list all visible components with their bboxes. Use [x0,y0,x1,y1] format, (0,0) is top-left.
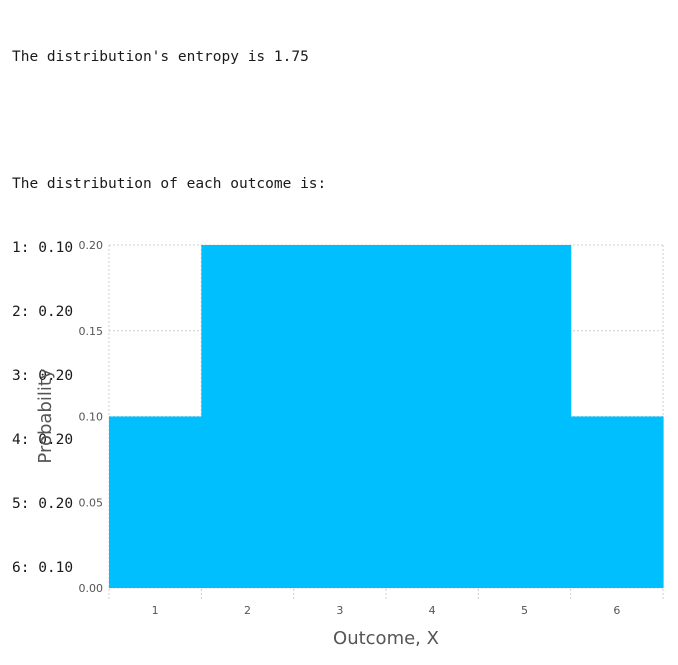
bar-outcome-2 [201,245,295,588]
y-tick-labels: 0.00 0.05 0.10 0.15 0.20 [79,239,104,595]
x-tick-label: 2 [244,604,251,617]
distribution-row-3: 3: 0.20 [12,368,74,385]
y-tick-label: 0.15 [79,325,104,338]
distribution-row-4: 4: 0.20 [12,431,74,448]
bar-outcome-5 [478,245,572,588]
distribution-row-6: 6: 0.10 [12,559,74,576]
distribution-row-2: 2: 0.20 [12,304,74,321]
x-tick-label: 4 [429,604,436,617]
bar-outcome-3 [293,245,387,588]
y-tick-label: 0.20 [79,239,104,252]
x-axis-label: Outcome, X [333,628,439,649]
x-tick-label: 6 [613,604,620,617]
distribution-row-1: 1: 0.10 [12,240,74,257]
probability-bar-chart: 0.00 0.05 0.10 0.15 0.20 1 2 3 4 5 6 Outcome, X P… [35,239,664,649]
x-tick-label: 1 [152,604,159,617]
x-tick-labels: 1 2 3 4 5 6 [152,604,621,617]
bar-outcome-6 [570,416,664,588]
distribution-heading: The distribution of each outcome is: [12,176,327,193]
distribution-row-5: 5: 0.20 [12,495,74,512]
bar-layer [109,245,664,588]
y-tick-label: 0.00 [79,582,104,595]
y-tick-label: 0.05 [79,496,104,509]
x-tick-label: 3 [336,604,343,617]
y-axis-label: Probability [35,368,56,463]
console-output: The distribution's entropy is 1.75 The d… [12,4,326,600]
x-tick-label: 5 [521,604,528,617]
entropy-line: The distribution's entropy is 1.75 [12,48,309,65]
blank-line [12,110,326,131]
y-tick-label: 0.10 [79,411,104,424]
bar-outcome-1 [109,416,202,588]
bar-outcome-4 [386,245,479,588]
